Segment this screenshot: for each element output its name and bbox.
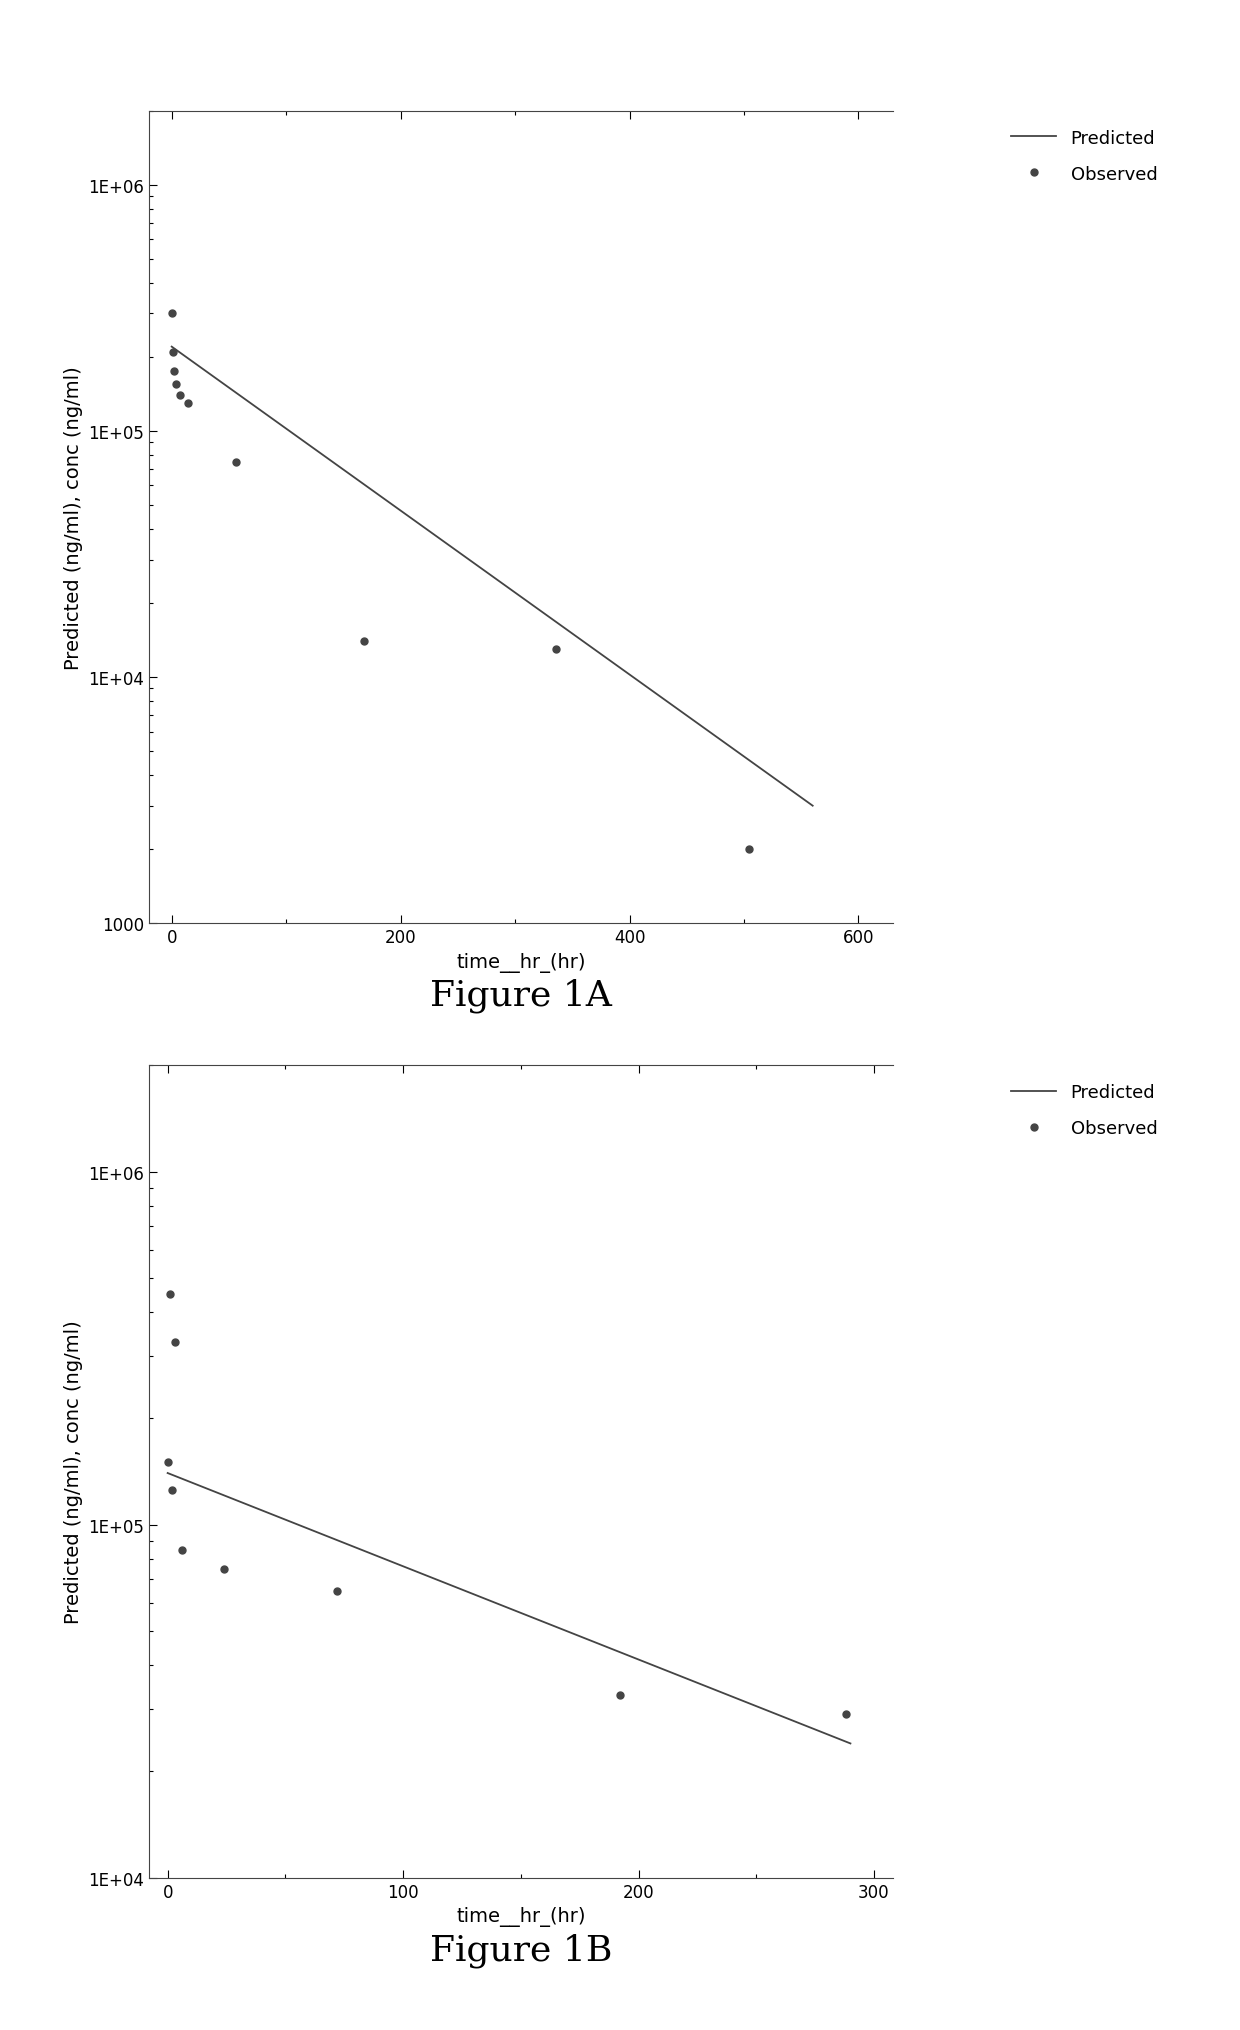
Line: Observed: Observed xyxy=(164,1460,849,1717)
X-axis label: time__hr_(hr): time__hr_(hr) xyxy=(456,1906,585,1926)
Observed xyxy=(228,451,243,475)
Observed xyxy=(172,384,187,408)
Observed xyxy=(164,302,179,327)
Line: Observed: Observed xyxy=(169,311,751,853)
Observed xyxy=(160,1451,175,1476)
Observed xyxy=(169,374,184,398)
Observed xyxy=(166,359,181,384)
Text: Figure 1B: Figure 1B xyxy=(429,1933,613,1967)
Legend: Predicted, Observed: Predicted, Observed xyxy=(1002,120,1167,193)
Y-axis label: Predicted (ng/ml), conc (ng/ml): Predicted (ng/ml), conc (ng/ml) xyxy=(63,1320,83,1624)
Legend: Predicted, Observed: Predicted, Observed xyxy=(1002,1074,1167,1147)
Observed xyxy=(180,392,195,416)
Observed xyxy=(838,1703,853,1728)
Observed xyxy=(613,1683,627,1707)
Observed xyxy=(330,1579,345,1604)
Y-axis label: Predicted (ng/ml), conc (ng/ml): Predicted (ng/ml), conc (ng/ml) xyxy=(63,365,83,670)
Observed xyxy=(165,1478,180,1502)
Observed xyxy=(357,629,372,654)
X-axis label: time__hr_(hr): time__hr_(hr) xyxy=(456,952,585,972)
Observed xyxy=(217,1557,232,1581)
Observed xyxy=(742,838,756,863)
Observed xyxy=(549,637,564,662)
Observed xyxy=(175,1537,190,1561)
Text: Figure 1A: Figure 1A xyxy=(430,978,611,1013)
Observed xyxy=(165,341,180,365)
